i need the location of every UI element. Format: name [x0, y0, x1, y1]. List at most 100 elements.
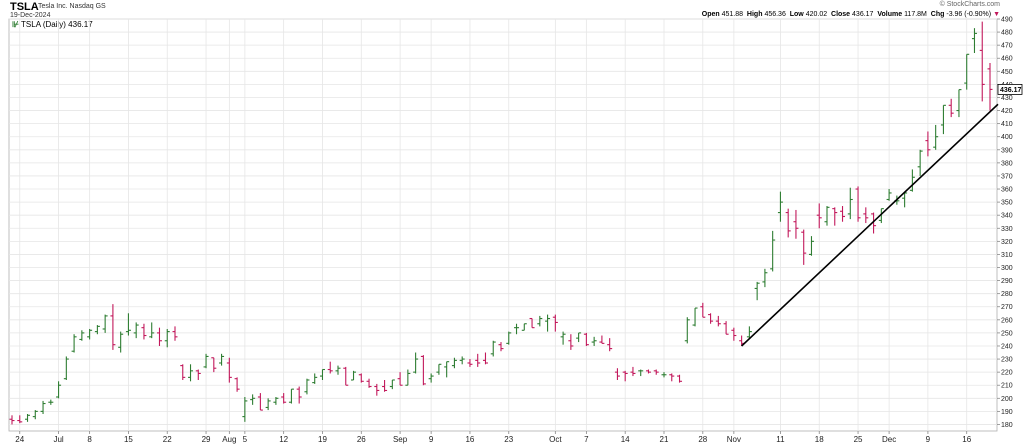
ohlc-bar	[343, 366, 349, 386]
ohlc-bar	[925, 131, 931, 157]
ohlc-bar	[708, 313, 714, 324]
y-tick-label: 350	[1001, 200, 1013, 207]
ohlc-bar	[17, 415, 23, 424]
ohlc-bar	[79, 330, 85, 341]
ohlc-bar	[855, 186, 861, 222]
y-tick-label: 390	[1001, 147, 1013, 154]
ohlc-bar	[762, 268, 768, 288]
ohlc-bar	[746, 326, 752, 339]
ohlc-bar	[731, 327, 737, 341]
ohlc-bar	[832, 207, 838, 226]
ohlc-bar	[71, 334, 77, 353]
ohlc-bar	[203, 353, 209, 369]
ohlc-bar	[529, 317, 535, 329]
ohlc-bar	[653, 369, 659, 375]
y-tick-label: 190	[1001, 409, 1013, 416]
ohlc-bar	[296, 386, 302, 404]
ohlc-bar	[770, 230, 776, 272]
y-tick-label: 480	[1001, 30, 1013, 37]
ohlc-bar	[133, 322, 139, 339]
x-tick-label: 16	[962, 435, 971, 444]
x-tick-label: 5	[243, 435, 248, 444]
y-tick-label: 320	[1001, 239, 1013, 246]
x-tick-label: 8	[87, 435, 92, 444]
ohlc-bar	[475, 353, 481, 367]
ohlc-bar	[335, 365, 341, 375]
ohlc-bar	[413, 352, 419, 374]
ohlc-bar	[933, 124, 939, 150]
y-tick-label: 490	[1001, 17, 1013, 24]
ohlc-bar	[250, 394, 256, 405]
y-tick-label: 460	[1001, 56, 1013, 63]
ohlc-bar	[793, 209, 799, 239]
ohlc-bar	[40, 400, 46, 414]
ohlc-bar	[506, 331, 512, 345]
y-tick-label: 180	[1001, 422, 1013, 429]
ohlc-bar	[420, 355, 426, 386]
x-tick-label: 19	[318, 435, 327, 444]
ohlc-bar	[801, 229, 807, 265]
ohlc-bar	[351, 370, 357, 381]
ohlc-bar	[125, 313, 131, 336]
x-tick-label: Oct	[549, 435, 562, 444]
ohlc-bar	[32, 410, 38, 420]
x-tick-label: 26	[357, 435, 366, 444]
ohlc-bar	[816, 203, 822, 229]
grid	[9, 18, 997, 431]
ohlc-bar	[692, 307, 698, 327]
ohlc-bar	[172, 326, 178, 341]
ohlc-bar	[397, 372, 403, 386]
change-label: Chg	[930, 11, 945, 18]
volume-label: Volume	[877, 11, 903, 18]
ohlc-bar	[684, 317, 690, 344]
ohlc-bar	[281, 393, 287, 404]
ohlc-bar	[754, 281, 760, 301]
ohlc-bar	[436, 363, 442, 375]
ohlc-bar	[382, 379, 388, 392]
close-label: Close	[831, 11, 851, 18]
ohlc-bar	[956, 89, 962, 118]
ohlc-bar	[195, 369, 201, 380]
chart-date: 19-Dec-2024	[10, 12, 51, 19]
x-tick-label: Aug	[222, 435, 236, 444]
ohlc-bar	[645, 369, 651, 374]
ohlc-bar	[164, 328, 170, 348]
ohlc-bar	[374, 383, 380, 396]
ohlc-bar	[211, 357, 217, 373]
ohlc-bar	[677, 374, 683, 383]
ohlc-bar	[824, 206, 830, 226]
x-axis: 24 Jul 8 15 22 29 Aug 5 12 19 26 Sep 9 16 23 Oct 7 14 21 28…	[15, 431, 972, 444]
x-tick-label: 11	[776, 435, 785, 444]
ohlc-bar	[599, 335, 605, 344]
ohlc-bar	[614, 368, 620, 380]
x-tick-label: 24	[15, 435, 24, 444]
ohlc-bar	[514, 323, 520, 335]
series-legend: ⊮ TSLA (Daily) 436.17	[12, 20, 93, 29]
brand-credit[interactable]: © StockCharts.com	[939, 1, 1000, 8]
x-tick-label: Jul	[53, 435, 63, 444]
ohlc-bar	[871, 212, 877, 234]
ohlc-bar	[327, 361, 333, 374]
ohlc-bar	[312, 373, 318, 384]
x-tick-label: 15	[124, 435, 133, 444]
ohlc-bar	[257, 393, 263, 411]
ohlc-bar	[102, 314, 108, 333]
ohlc-bar	[490, 340, 496, 357]
y-tick-label: 470	[1001, 43, 1013, 50]
y-tick-label: 200	[1001, 396, 1013, 403]
x-tick-label: 18	[815, 435, 824, 444]
y-tick-label: 370	[1001, 173, 1013, 180]
ohlc-bar	[482, 352, 488, 365]
ohlc-bar	[288, 388, 294, 404]
x-tick-label: 29	[202, 435, 211, 444]
x-tick-label: 9	[429, 435, 434, 444]
x-tick-label: 7	[584, 435, 589, 444]
ohlc-bar	[141, 323, 147, 340]
x-tick-label: 25	[854, 435, 863, 444]
x-tick-label: 14	[621, 435, 630, 444]
support-trendline	[741, 103, 999, 347]
ohlc-bar	[319, 368, 325, 380]
y-tick-label: 450	[1001, 69, 1013, 76]
y-tick-label: 230	[1001, 357, 1013, 364]
